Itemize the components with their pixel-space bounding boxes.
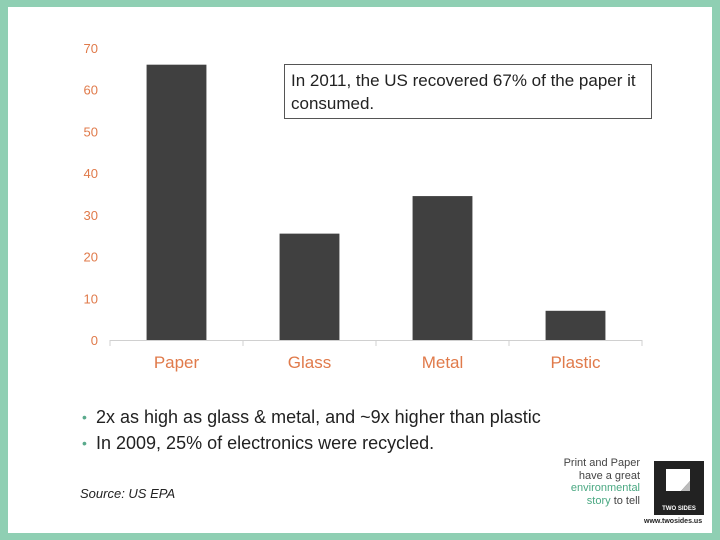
tagline-line-2: have a great bbox=[578, 469, 640, 482]
y-tick-label: 0 bbox=[91, 333, 98, 348]
x-category-label: Metal bbox=[422, 353, 464, 372]
bar-metal bbox=[412, 196, 473, 340]
source-note: Source: US EPA bbox=[80, 486, 176, 501]
tagline-line-4a: story bbox=[586, 494, 611, 507]
tagline-line-4: story to tell bbox=[548, 495, 640, 508]
y-tick-label: 20 bbox=[84, 250, 98, 265]
bullet-item: • In 2009, 25% of electronics were recycl… bbox=[82, 430, 541, 456]
tagline-line-3: environmental bbox=[570, 482, 640, 494]
bar-plastic bbox=[545, 310, 606, 340]
folded-paper-icon bbox=[666, 469, 690, 491]
y-axis-ticks: 0 10 20 30 40 50 60 70 bbox=[84, 41, 98, 348]
callout-box: In 2011, the US recovered 67% of the pap… bbox=[284, 64, 652, 119]
y-tick-label: 60 bbox=[84, 83, 98, 98]
x-category-label: Plastic bbox=[550, 353, 601, 372]
bullet-list: • 2x as high as glass & metal, and ~9x hi… bbox=[82, 404, 541, 456]
y-tick-label: 50 bbox=[84, 124, 98, 139]
bullet-text: 2x as high as glass & metal, and ~9x hig… bbox=[96, 407, 541, 427]
tagline-line-1: Print and Paper bbox=[563, 457, 640, 469]
bar-paper bbox=[146, 64, 207, 340]
y-tick-label: 70 bbox=[84, 41, 98, 56]
x-category-label: Glass bbox=[288, 353, 331, 372]
bar-glass bbox=[279, 233, 340, 340]
two-sides-brand: Print and Paper have a great environment… bbox=[548, 457, 708, 529]
y-tick-label: 10 bbox=[84, 291, 98, 306]
bullet-dot: • bbox=[82, 435, 87, 451]
x-axis-labels: Paper Glass Metal Plastic bbox=[154, 353, 601, 372]
bar-chart: 0 10 20 30 40 50 60 70 Paper Glass Metal Plastic bbox=[84, 41, 643, 372]
slide: 0 10 20 30 40 50 60 70 Paper Glass Metal Plastic I… bbox=[8, 7, 712, 533]
two-sides-logo: TWO SIDES bbox=[654, 461, 704, 515]
brand-tagline: Print and Paper have a great environment… bbox=[548, 457, 640, 507]
bars bbox=[146, 64, 606, 340]
brand-url: www.twosides.us bbox=[644, 518, 703, 525]
x-axis-separators bbox=[109, 340, 643, 346]
y-tick-label: 30 bbox=[84, 208, 98, 223]
bullet-text: In 2009, 25% of electronics were recycle… bbox=[96, 433, 435, 453]
bullet-dot: • bbox=[82, 409, 87, 425]
bullet-item: • 2x as high as glass & metal, and ~9x hi… bbox=[82, 404, 541, 430]
y-tick-label: 40 bbox=[84, 166, 98, 181]
x-category-label: Paper bbox=[154, 353, 200, 372]
tagline-line-4b: to tell bbox=[613, 494, 640, 507]
logo-wordmark: TWO SIDES bbox=[662, 506, 696, 512]
